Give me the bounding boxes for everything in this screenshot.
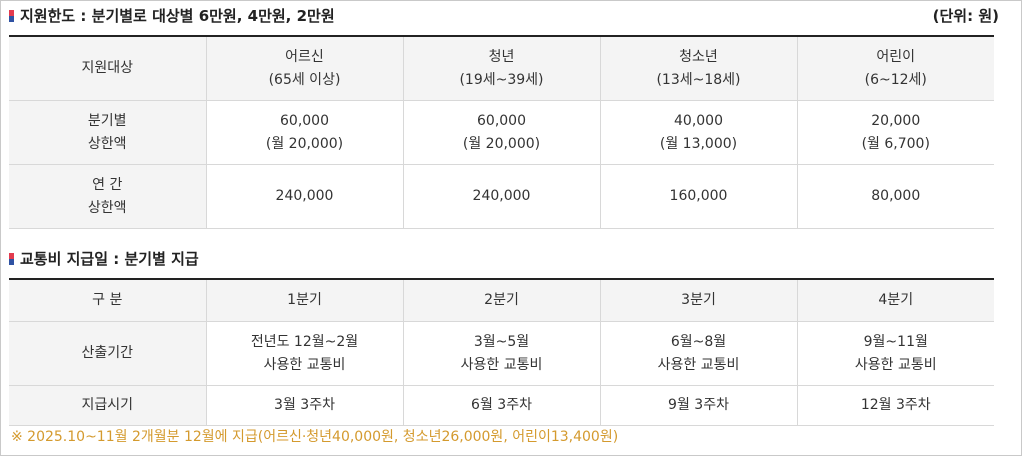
- table-cell: 80,000: [796, 164, 994, 229]
- table-cell: 60,000 (월 20,000): [205, 100, 403, 165]
- table-cell: 160,000: [599, 164, 797, 229]
- table-cell: 6월~8월 사용한 교통비: [599, 321, 797, 386]
- column-header-youth: 청년 (19세~39세): [402, 35, 600, 101]
- table-row-pay-time: 지급시기 3월 3주차 6월 3주차 9월 3주차 12월 3주차: [9, 385, 994, 426]
- table-row-annual-limit: 연 간 상한액 240,000 240,000 160,000 80,000: [9, 164, 994, 229]
- column-header-q1: 1분기: [205, 278, 403, 322]
- table-cell: 60,000 (월 20,000): [402, 100, 600, 165]
- row-label-target: 지원대상: [9, 35, 206, 101]
- table-cell: 40,000 (월 13,000): [599, 100, 797, 165]
- table-cell: 9월 3주차: [599, 385, 797, 426]
- section-title-text: 교통비 지급일 : 분기별 지급: [20, 250, 199, 268]
- column-header-senior: 어르신 (65세 이상): [205, 35, 403, 101]
- table-cell: 3월 3주차: [205, 385, 403, 426]
- section-title-text: 지원한도 : 분기별로 대상별 6만원, 4만원, 2만원: [20, 7, 335, 25]
- column-header-q4: 4분기: [796, 278, 994, 322]
- table-cell: 240,000: [205, 164, 403, 229]
- table-cell: 전년도 12월~2월 사용한 교통비: [205, 321, 403, 386]
- column-header-q3: 3분기: [599, 278, 797, 322]
- payment-schedule-table: 구 분 1분기 2분기 3분기 4분기 산출기간 전년도 12월~2월 사용한 교…: [9, 278, 994, 426]
- table-cell: 3월~5월 사용한 교통비: [402, 321, 600, 386]
- table-cell: 20,000 (월 6,700): [796, 100, 994, 165]
- table-header-row: 지원대상 어르신 (65세 이상) 청년 (19세~39세) 청소년 (13세~18세…: [9, 35, 994, 101]
- table-header-row: 구 분 1분기 2분기 3분기 4분기: [9, 278, 994, 322]
- column-header-child: 어린이 (6~12세): [796, 35, 994, 101]
- bullet-icon: [9, 9, 14, 22]
- section-title-payment-date: 교통비 지급일 : 분기별 지급: [9, 248, 199, 269]
- table-row-calc-period: 산출기간 전년도 12월~2월 사용한 교통비 3월~5월 사용한 교통비 6월~8…: [9, 321, 994, 386]
- table-cell: 9월~11월 사용한 교통비: [796, 321, 994, 386]
- row-label-pay-time: 지급시기: [9, 385, 206, 426]
- row-label-calc-period: 산출기간: [9, 321, 206, 386]
- table-row-quarterly-limit: 분기별 상한액 60,000 (월 20,000) 60,000 (월 20,000)…: [9, 100, 994, 165]
- unit-label: (단위: 원): [932, 7, 999, 25]
- section-title-support-limit: 지원한도 : 분기별로 대상별 6만원, 4만원, 2만원: [9, 5, 335, 26]
- table-cell: 6월 3주차: [402, 385, 600, 426]
- footnote: ※ 2025.10~11월 2개월분 12월에 지급(어르신·청년40,000원…: [11, 429, 619, 445]
- column-header-teen: 청소년 (13세~18세): [599, 35, 797, 101]
- column-header-q2: 2분기: [402, 278, 600, 322]
- row-label-annual-limit: 연 간 상한액: [9, 164, 206, 229]
- row-label-category: 구 분: [9, 278, 206, 322]
- row-label-quarterly-limit: 분기별 상한액: [9, 100, 206, 165]
- table-cell: 240,000: [402, 164, 600, 229]
- table-cell: 12월 3주차: [796, 385, 994, 426]
- support-limit-table: 지원대상 어르신 (65세 이상) 청년 (19세~39세) 청소년 (13세~18세…: [9, 35, 994, 229]
- bullet-icon: [9, 252, 14, 265]
